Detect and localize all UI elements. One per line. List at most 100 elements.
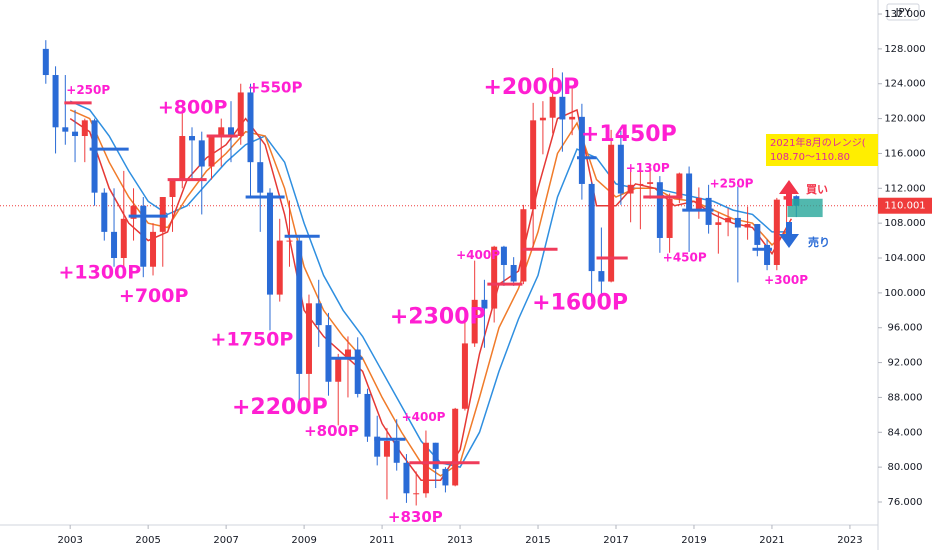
candle-body (588, 183, 595, 272)
candle-body (159, 197, 166, 232)
moving-average (69, 100, 792, 468)
y-tick-label: 120.000 (884, 114, 925, 125)
candle-body (559, 96, 566, 120)
candle-body (520, 209, 527, 282)
candle-body (344, 349, 351, 359)
candle-body (257, 162, 264, 193)
y-tick-label: 96.000 (888, 323, 923, 334)
candle-body (179, 136, 186, 180)
candle-body (315, 303, 322, 326)
candle-body (374, 436, 381, 457)
candle-body (539, 117, 546, 121)
candle-body (305, 303, 312, 374)
x-tick-label: 2017 (603, 535, 628, 546)
candle-body (62, 127, 69, 132)
profit-annotation: +2000P (483, 75, 579, 100)
candle-body (617, 144, 624, 194)
profit-annotation: +1300P (58, 261, 141, 283)
currency-label: JPY (895, 7, 912, 18)
x-tick-label: 2023 (837, 535, 862, 546)
profit-annotation: +800P (158, 97, 228, 119)
profit-annotation: +400P (456, 248, 500, 262)
plot-area: +250P +800P +550P +1300P+700P +1750P +2200P +8… (0, 40, 878, 526)
profit-annotation: +1450P (581, 122, 677, 147)
candle-body (686, 173, 693, 210)
candle-body (578, 116, 585, 184)
candle-body (383, 441, 390, 457)
candle-body (296, 240, 303, 374)
candle-body (189, 136, 196, 141)
candle-body (715, 222, 722, 225)
candle-body (734, 217, 741, 228)
y-tick-label: 84.000 (888, 427, 923, 438)
candle-body (266, 192, 273, 295)
candle-body (218, 127, 225, 137)
profit-annotation: +2200P (232, 395, 328, 420)
candle-body (695, 197, 702, 210)
buy-label: 買い (806, 183, 828, 196)
x-tick-label: 2019 (681, 535, 706, 546)
x-tick-label: 2007 (213, 535, 238, 546)
x-tick-label: 2015 (525, 535, 550, 546)
candle-body (354, 349, 361, 394)
candle-body (237, 92, 244, 137)
profit-annotation: +800P (304, 422, 359, 440)
candle-body (773, 199, 780, 265)
y-tick-label: 108.000 (884, 218, 925, 229)
y-tick-label: 104.000 (884, 253, 925, 264)
candle-body (452, 408, 459, 486)
candle-body (286, 240, 293, 242)
candle-body (676, 173, 683, 199)
buy-arrow (779, 180, 799, 206)
last-price-label: 110.001 (884, 201, 925, 212)
candle-body (198, 140, 205, 167)
candle-body (471, 299, 478, 344)
candle-body (130, 205, 137, 219)
candle-body (120, 218, 127, 259)
candle-body (598, 271, 605, 282)
y-tick-label: 88.000 (888, 392, 923, 403)
profit-annotation: +400P (402, 410, 446, 424)
candle-body (666, 198, 673, 238)
candle-body (276, 240, 283, 295)
candle-body (754, 224, 761, 245)
candle-body (42, 48, 49, 76)
profit-annotation: +300P (764, 273, 808, 287)
candle-body (637, 183, 644, 185)
y-tick-label: 92.000 (888, 358, 923, 369)
candle-body (111, 231, 118, 259)
y-tick-label: 76.000 (888, 497, 923, 508)
sell-arrow (779, 222, 799, 248)
profit-annotation: +250P (66, 83, 110, 97)
candle-body (608, 144, 615, 282)
range-text: 108.70〜110.80 (770, 152, 850, 163)
candle-body (461, 343, 468, 409)
x-tick-label: 2005 (135, 535, 160, 546)
candle-body (549, 96, 556, 118)
profit-annotation: +2300P (390, 304, 486, 329)
x-tick-label: 2011 (369, 535, 394, 546)
candle-body (491, 246, 498, 309)
y-tick-label: 128.000 (884, 44, 925, 55)
x-tick-label: 2009 (291, 535, 316, 546)
candle-body (422, 442, 429, 494)
sell-label: 売り (808, 235, 830, 249)
candle-body (510, 264, 517, 282)
x-tick-label: 2013 (447, 535, 472, 546)
candle-body (432, 442, 439, 469)
candle-body (413, 493, 420, 495)
y-tick-label: 132.000 (884, 9, 925, 20)
candle-body (81, 120, 88, 137)
x-tick-label: 2021 (759, 535, 784, 546)
y-tick-label: 100.000 (884, 288, 925, 299)
candle-body (72, 131, 79, 137)
candle-body (569, 116, 576, 120)
candle-body (91, 120, 98, 193)
candle-body (500, 246, 507, 265)
range-box (766, 134, 878, 166)
candle-body (627, 184, 634, 194)
candle-body (725, 217, 732, 223)
candle-body (481, 299, 488, 309)
candle-body (101, 192, 108, 232)
